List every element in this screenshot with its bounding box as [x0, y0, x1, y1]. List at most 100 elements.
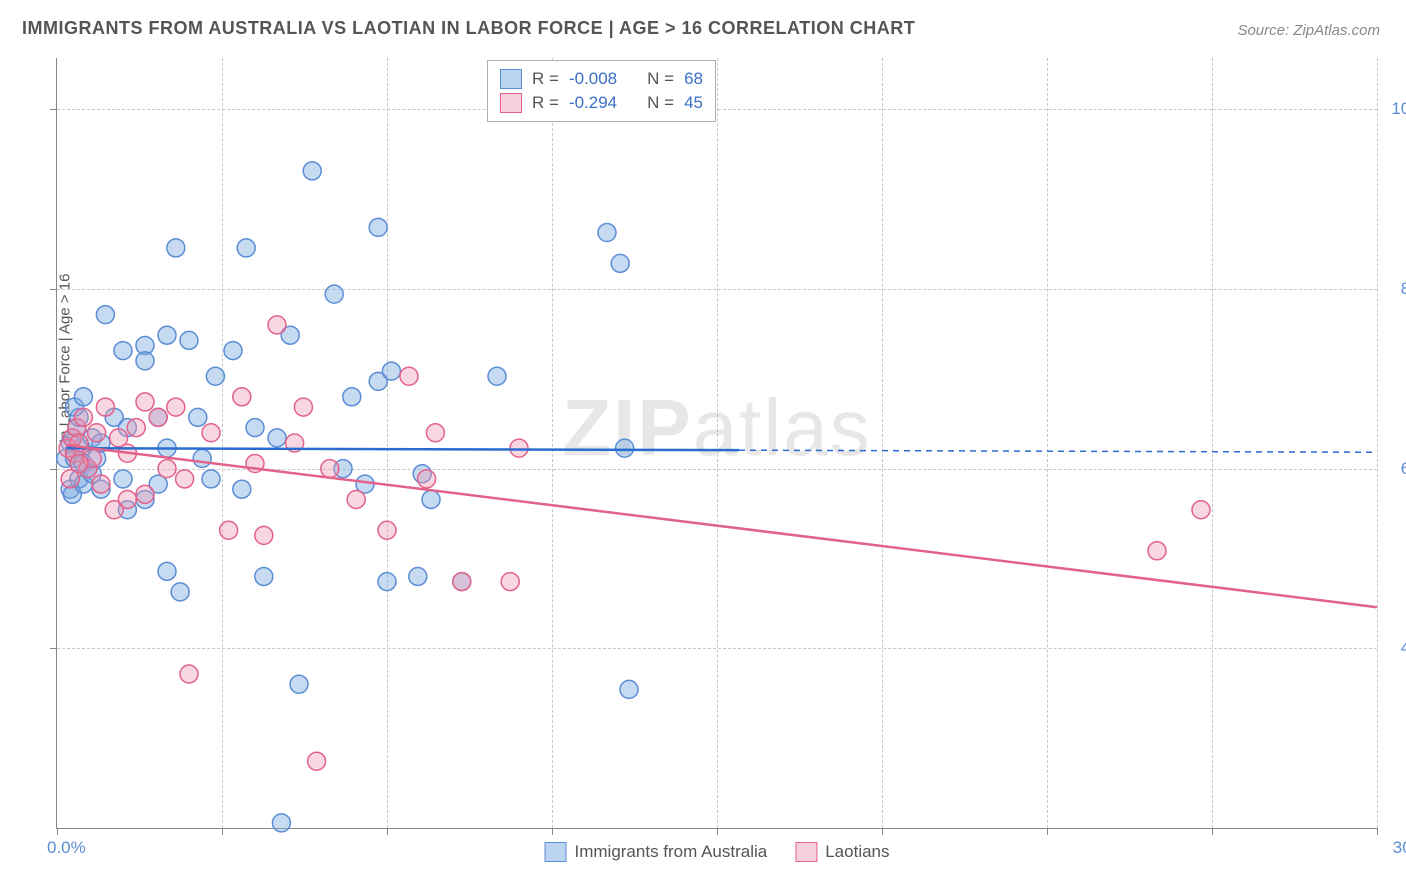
legend-series: Immigrants from Australia Laotians — [544, 842, 889, 862]
scatter-point-laotians — [418, 470, 436, 488]
x-tick-mark — [717, 828, 718, 835]
scatter-point-laotians — [233, 388, 251, 406]
scatter-point-laotians — [167, 398, 185, 416]
scatter-point-australia — [202, 470, 220, 488]
scatter-point-australia — [158, 562, 176, 580]
scatter-point-australia — [290, 675, 308, 693]
stat-n-label: N = — [647, 91, 674, 115]
scatter-point-laotians — [92, 475, 110, 493]
scatter-point-australia — [616, 439, 634, 457]
x-tick-mark — [387, 828, 388, 835]
scatter-point-australia — [189, 408, 207, 426]
legend-swatch-australia — [500, 69, 522, 89]
legend-stat-row-australia: R = -0.008 N = 68 — [500, 67, 703, 91]
scatter-point-australia — [158, 326, 176, 344]
scatter-point-laotians — [149, 408, 167, 426]
scatter-point-laotians — [1192, 501, 1210, 519]
scatter-point-australia — [224, 342, 242, 360]
scatter-point-laotians — [88, 424, 106, 442]
scatter-point-laotians — [176, 470, 194, 488]
scatter-point-laotians — [70, 455, 88, 473]
y-tick-label: 100.0% — [1389, 99, 1406, 119]
scatter-point-australia — [422, 490, 440, 508]
grid-vertical — [1377, 58, 1378, 828]
scatter-point-australia — [171, 583, 189, 601]
scatter-point-laotians — [127, 419, 145, 437]
scatter-point-australia — [114, 342, 132, 360]
x-tick-mark — [552, 828, 553, 835]
scatter-point-australia — [180, 331, 198, 349]
stat-r-value: -0.008 — [569, 67, 617, 91]
scatter-point-laotians — [308, 752, 326, 770]
y-tick-mark — [50, 289, 57, 290]
scatter-point-laotians — [118, 490, 136, 508]
stat-r-value: -0.294 — [569, 91, 617, 115]
x-tick-mark — [1212, 828, 1213, 835]
x-tick-mark — [1377, 828, 1378, 835]
scatter-point-laotians — [202, 424, 220, 442]
scatter-point-australia — [206, 367, 224, 385]
x-tick-mark — [57, 828, 58, 835]
scatter-point-australia — [193, 449, 211, 467]
scatter-point-australia — [272, 814, 290, 832]
scatter-point-australia — [488, 367, 506, 385]
scatter-point-laotians — [268, 316, 286, 334]
scatter-point-australia — [136, 352, 154, 370]
stat-n-value: 45 — [684, 91, 703, 115]
stat-r-label: R = — [532, 67, 559, 91]
stat-r-label: R = — [532, 91, 559, 115]
x-tick-mark — [222, 828, 223, 835]
legend-swatch-laotians — [500, 93, 522, 113]
scatter-point-australia — [325, 285, 343, 303]
scatter-point-laotians — [453, 573, 471, 591]
chart-title: IMMIGRANTS FROM AUSTRALIA VS LAOTIAN IN … — [22, 18, 915, 39]
scatter-point-laotians — [321, 460, 339, 478]
plot-area: In Labor Force | Age > 16 47.5%65.0%82.5… — [56, 58, 1377, 829]
scatter-point-australia — [96, 306, 114, 324]
scatter-point-australia — [611, 254, 629, 272]
scatter-point-australia — [255, 567, 273, 585]
scatter-point-australia — [268, 429, 286, 447]
legend-item-australia: Immigrants from Australia — [544, 842, 767, 862]
scatter-point-laotians — [220, 521, 238, 539]
scatter-point-australia — [246, 419, 264, 437]
scatter-point-laotians — [136, 393, 154, 411]
scatter-point-australia — [598, 224, 616, 242]
scatter-point-australia — [167, 239, 185, 257]
legend-correlation-box: R = -0.008 N = 68 R = -0.294 N = 45 — [487, 60, 716, 122]
scatter-point-laotians — [400, 367, 418, 385]
scatter-point-laotians — [501, 573, 519, 591]
source-attribution: Source: ZipAtlas.com — [1237, 22, 1380, 39]
y-tick-mark — [50, 469, 57, 470]
scatter-point-australia — [343, 388, 361, 406]
y-tick-label: 47.5% — [1389, 638, 1406, 658]
scatter-point-laotians — [96, 398, 114, 416]
legend-item-laotians: Laotians — [795, 842, 889, 862]
y-tick-label: 82.5% — [1389, 279, 1406, 299]
scatter-point-laotians — [180, 665, 198, 683]
scatter-point-australia — [369, 218, 387, 236]
scatter-point-laotians — [158, 460, 176, 478]
scatter-point-australia — [114, 470, 132, 488]
legend-swatch-laotians — [795, 842, 817, 862]
y-tick-mark — [50, 648, 57, 649]
legend-label: Immigrants from Australia — [574, 842, 767, 862]
legend-label: Laotians — [825, 842, 889, 862]
scatter-point-australia — [409, 567, 427, 585]
stat-n-value: 68 — [684, 67, 703, 91]
x-tick-mark — [1047, 828, 1048, 835]
scatter-point-australia — [233, 480, 251, 498]
scatter-point-laotians — [255, 526, 273, 544]
x-tick-label-start: 0.0% — [47, 838, 86, 858]
legend-stat-row-laotians: R = -0.294 N = 45 — [500, 91, 703, 115]
scatter-point-australia — [237, 239, 255, 257]
trend-guide-australia — [739, 450, 1377, 452]
scatter-point-australia — [382, 362, 400, 380]
scatter-point-laotians — [426, 424, 444, 442]
x-tick-label-end: 30.0% — [1393, 838, 1406, 858]
scatter-point-australia — [378, 573, 396, 591]
stat-n-label: N = — [647, 67, 674, 91]
scatter-point-laotians — [1148, 542, 1166, 560]
x-tick-mark — [882, 828, 883, 835]
scatter-point-laotians — [74, 408, 92, 426]
